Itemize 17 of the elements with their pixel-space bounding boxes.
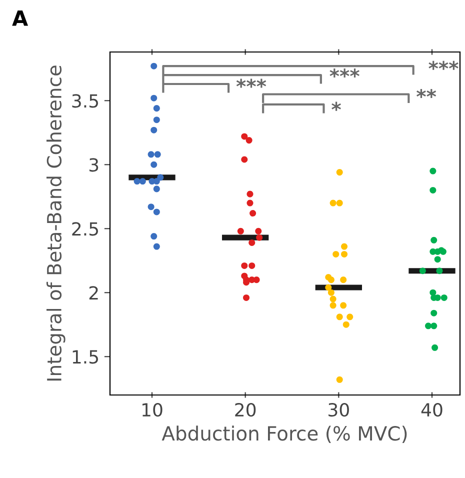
y-tick-label: 2.5 [72,222,98,236]
x-tick-label: 30 [328,402,349,417]
annotation: *** [330,68,360,78]
annotation: *** [428,60,458,70]
chart-title: A [12,10,28,26]
annotation: *** [236,78,266,88]
x-tick-label: 10 [142,402,162,417]
annotation: * [332,102,341,111]
y-axis-title: Integral of Beta-Band Coherence [46,66,66,381]
x-tick-label: 20 [235,402,256,417]
annotation: ** [416,89,436,98]
y-tick-label: 3 [89,158,98,172]
y-tick-label: 3.5 [72,94,98,108]
y-tick-label: 1.5 [72,350,98,364]
x-tick-label: 40 [421,402,442,417]
x-axis-title: Abduction Force (% MVC) [162,426,407,444]
y-tick-label: 2 [89,286,98,300]
